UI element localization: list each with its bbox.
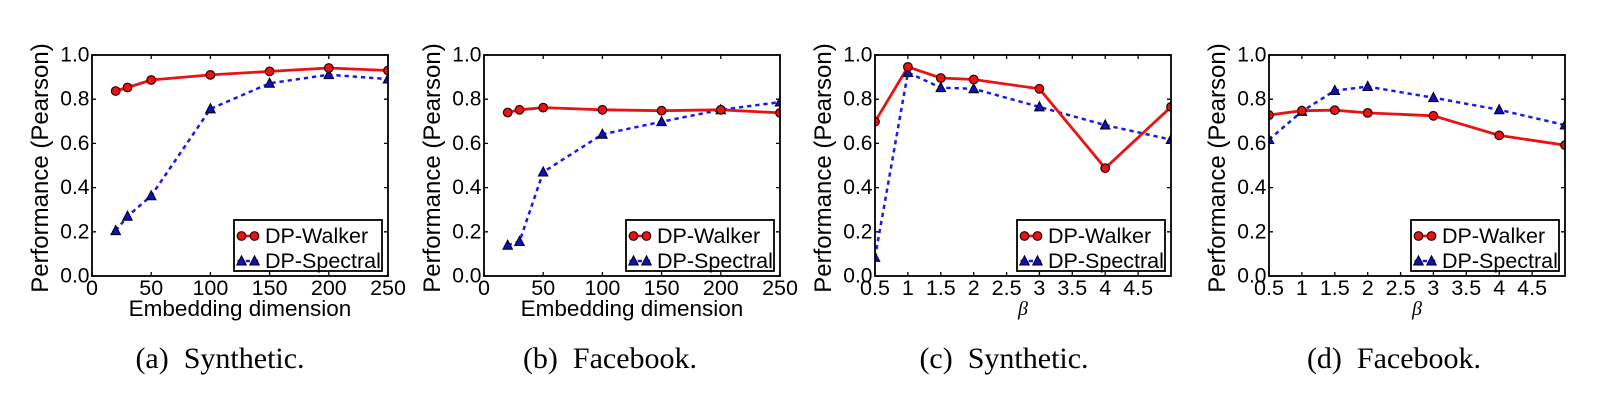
svg-text:250: 250	[762, 276, 798, 300]
svg-text:0.2: 0.2	[843, 220, 872, 243]
svg-text:4.5: 4.5	[1517, 276, 1547, 300]
svg-text:(a) Synthetic.: (a) Synthetic.	[135, 342, 304, 375]
svg-text:0.0: 0.0	[1237, 265, 1266, 288]
svg-text:(b) Facebook.: (b) Facebook.	[523, 342, 697, 375]
svg-text:0.8: 0.8	[843, 88, 872, 111]
svg-text:0.5: 0.5	[860, 276, 890, 300]
svg-text:1.0: 1.0	[843, 44, 872, 67]
svg-text:DP-Walker: DP-Walker	[265, 224, 368, 248]
svg-text:0.0: 0.0	[843, 265, 872, 288]
svg-text:1: 1	[902, 276, 914, 300]
svg-text:Performance (Pearson): Performance (Pearson)	[810, 43, 837, 292]
svg-text:4.5: 4.5	[1123, 276, 1153, 300]
svg-text:4: 4	[1493, 276, 1505, 300]
svg-text:1.0: 1.0	[1237, 44, 1266, 67]
svg-text:β: β	[1017, 298, 1028, 320]
svg-text:1.5: 1.5	[1320, 276, 1350, 300]
svg-text:0.2: 0.2	[452, 220, 481, 243]
svg-text:1: 1	[1296, 276, 1308, 300]
svg-text:2.5: 2.5	[992, 276, 1022, 300]
svg-text:DP-Walker: DP-Walker	[1048, 224, 1151, 248]
svg-text:β: β	[1411, 298, 1422, 320]
svg-text:0.4: 0.4	[843, 176, 873, 199]
svg-text:2: 2	[968, 276, 980, 300]
svg-text:0: 0	[86, 276, 98, 300]
svg-text:0.8: 0.8	[60, 88, 89, 111]
svg-text:0.8: 0.8	[1237, 88, 1266, 111]
svg-text:3.5: 3.5	[1057, 276, 1087, 300]
svg-text:200: 200	[311, 276, 347, 300]
svg-text:50: 50	[139, 276, 163, 300]
svg-text:0.6: 0.6	[1237, 132, 1266, 155]
svg-text:Performance (Pearson): Performance (Pearson)	[1204, 43, 1231, 292]
svg-text:DP-Spectral: DP-Spectral	[265, 249, 381, 273]
svg-text:1.0: 1.0	[60, 44, 89, 67]
svg-text:0.2: 0.2	[60, 220, 89, 243]
svg-text:0.2: 0.2	[1237, 220, 1266, 243]
svg-text:0.4: 0.4	[60, 176, 90, 199]
svg-text:0.0: 0.0	[60, 265, 89, 288]
svg-text:0.0: 0.0	[452, 265, 481, 288]
svg-text:100: 100	[192, 276, 228, 300]
svg-text:Embedding dimension: Embedding dimension	[129, 296, 352, 321]
svg-text:(c) Synthetic.: (c) Synthetic.	[919, 342, 1088, 375]
svg-text:0.6: 0.6	[843, 132, 872, 155]
svg-text:Embedding dimension: Embedding dimension	[521, 296, 744, 321]
svg-text:150: 150	[644, 276, 680, 300]
svg-text:Performance (Pearson): Performance (Pearson)	[419, 43, 446, 292]
svg-text:0.4: 0.4	[452, 176, 482, 199]
svg-text:0: 0	[478, 276, 490, 300]
svg-text:0.6: 0.6	[452, 132, 481, 155]
svg-text:50: 50	[531, 276, 555, 300]
svg-text:1.5: 1.5	[926, 276, 956, 300]
svg-text:(d) Facebook.: (d) Facebook.	[1307, 342, 1481, 375]
svg-text:DP-Spectral: DP-Spectral	[1442, 249, 1558, 273]
svg-text:3.5: 3.5	[1451, 276, 1481, 300]
svg-text:0.5: 0.5	[1254, 276, 1284, 300]
svg-text:0.8: 0.8	[452, 88, 481, 111]
svg-text:2: 2	[1362, 276, 1374, 300]
svg-text:250: 250	[370, 276, 406, 300]
svg-text:1.0: 1.0	[452, 44, 481, 67]
svg-text:4: 4	[1099, 276, 1111, 300]
svg-text:200: 200	[703, 276, 739, 300]
svg-text:DP-Walker: DP-Walker	[657, 224, 760, 248]
svg-text:0.4: 0.4	[1237, 176, 1267, 199]
svg-text:0.6: 0.6	[60, 132, 89, 155]
svg-text:100: 100	[584, 276, 620, 300]
svg-text:DP-Walker: DP-Walker	[1442, 224, 1545, 248]
svg-text:DP-Spectral: DP-Spectral	[1048, 249, 1164, 273]
svg-text:Performance (Pearson): Performance (Pearson)	[27, 43, 54, 292]
svg-text:150: 150	[252, 276, 288, 300]
svg-text:DP-Spectral: DP-Spectral	[657, 249, 773, 273]
svg-text:3: 3	[1033, 276, 1045, 300]
svg-text:2.5: 2.5	[1386, 276, 1416, 300]
svg-text:3: 3	[1427, 276, 1439, 300]
